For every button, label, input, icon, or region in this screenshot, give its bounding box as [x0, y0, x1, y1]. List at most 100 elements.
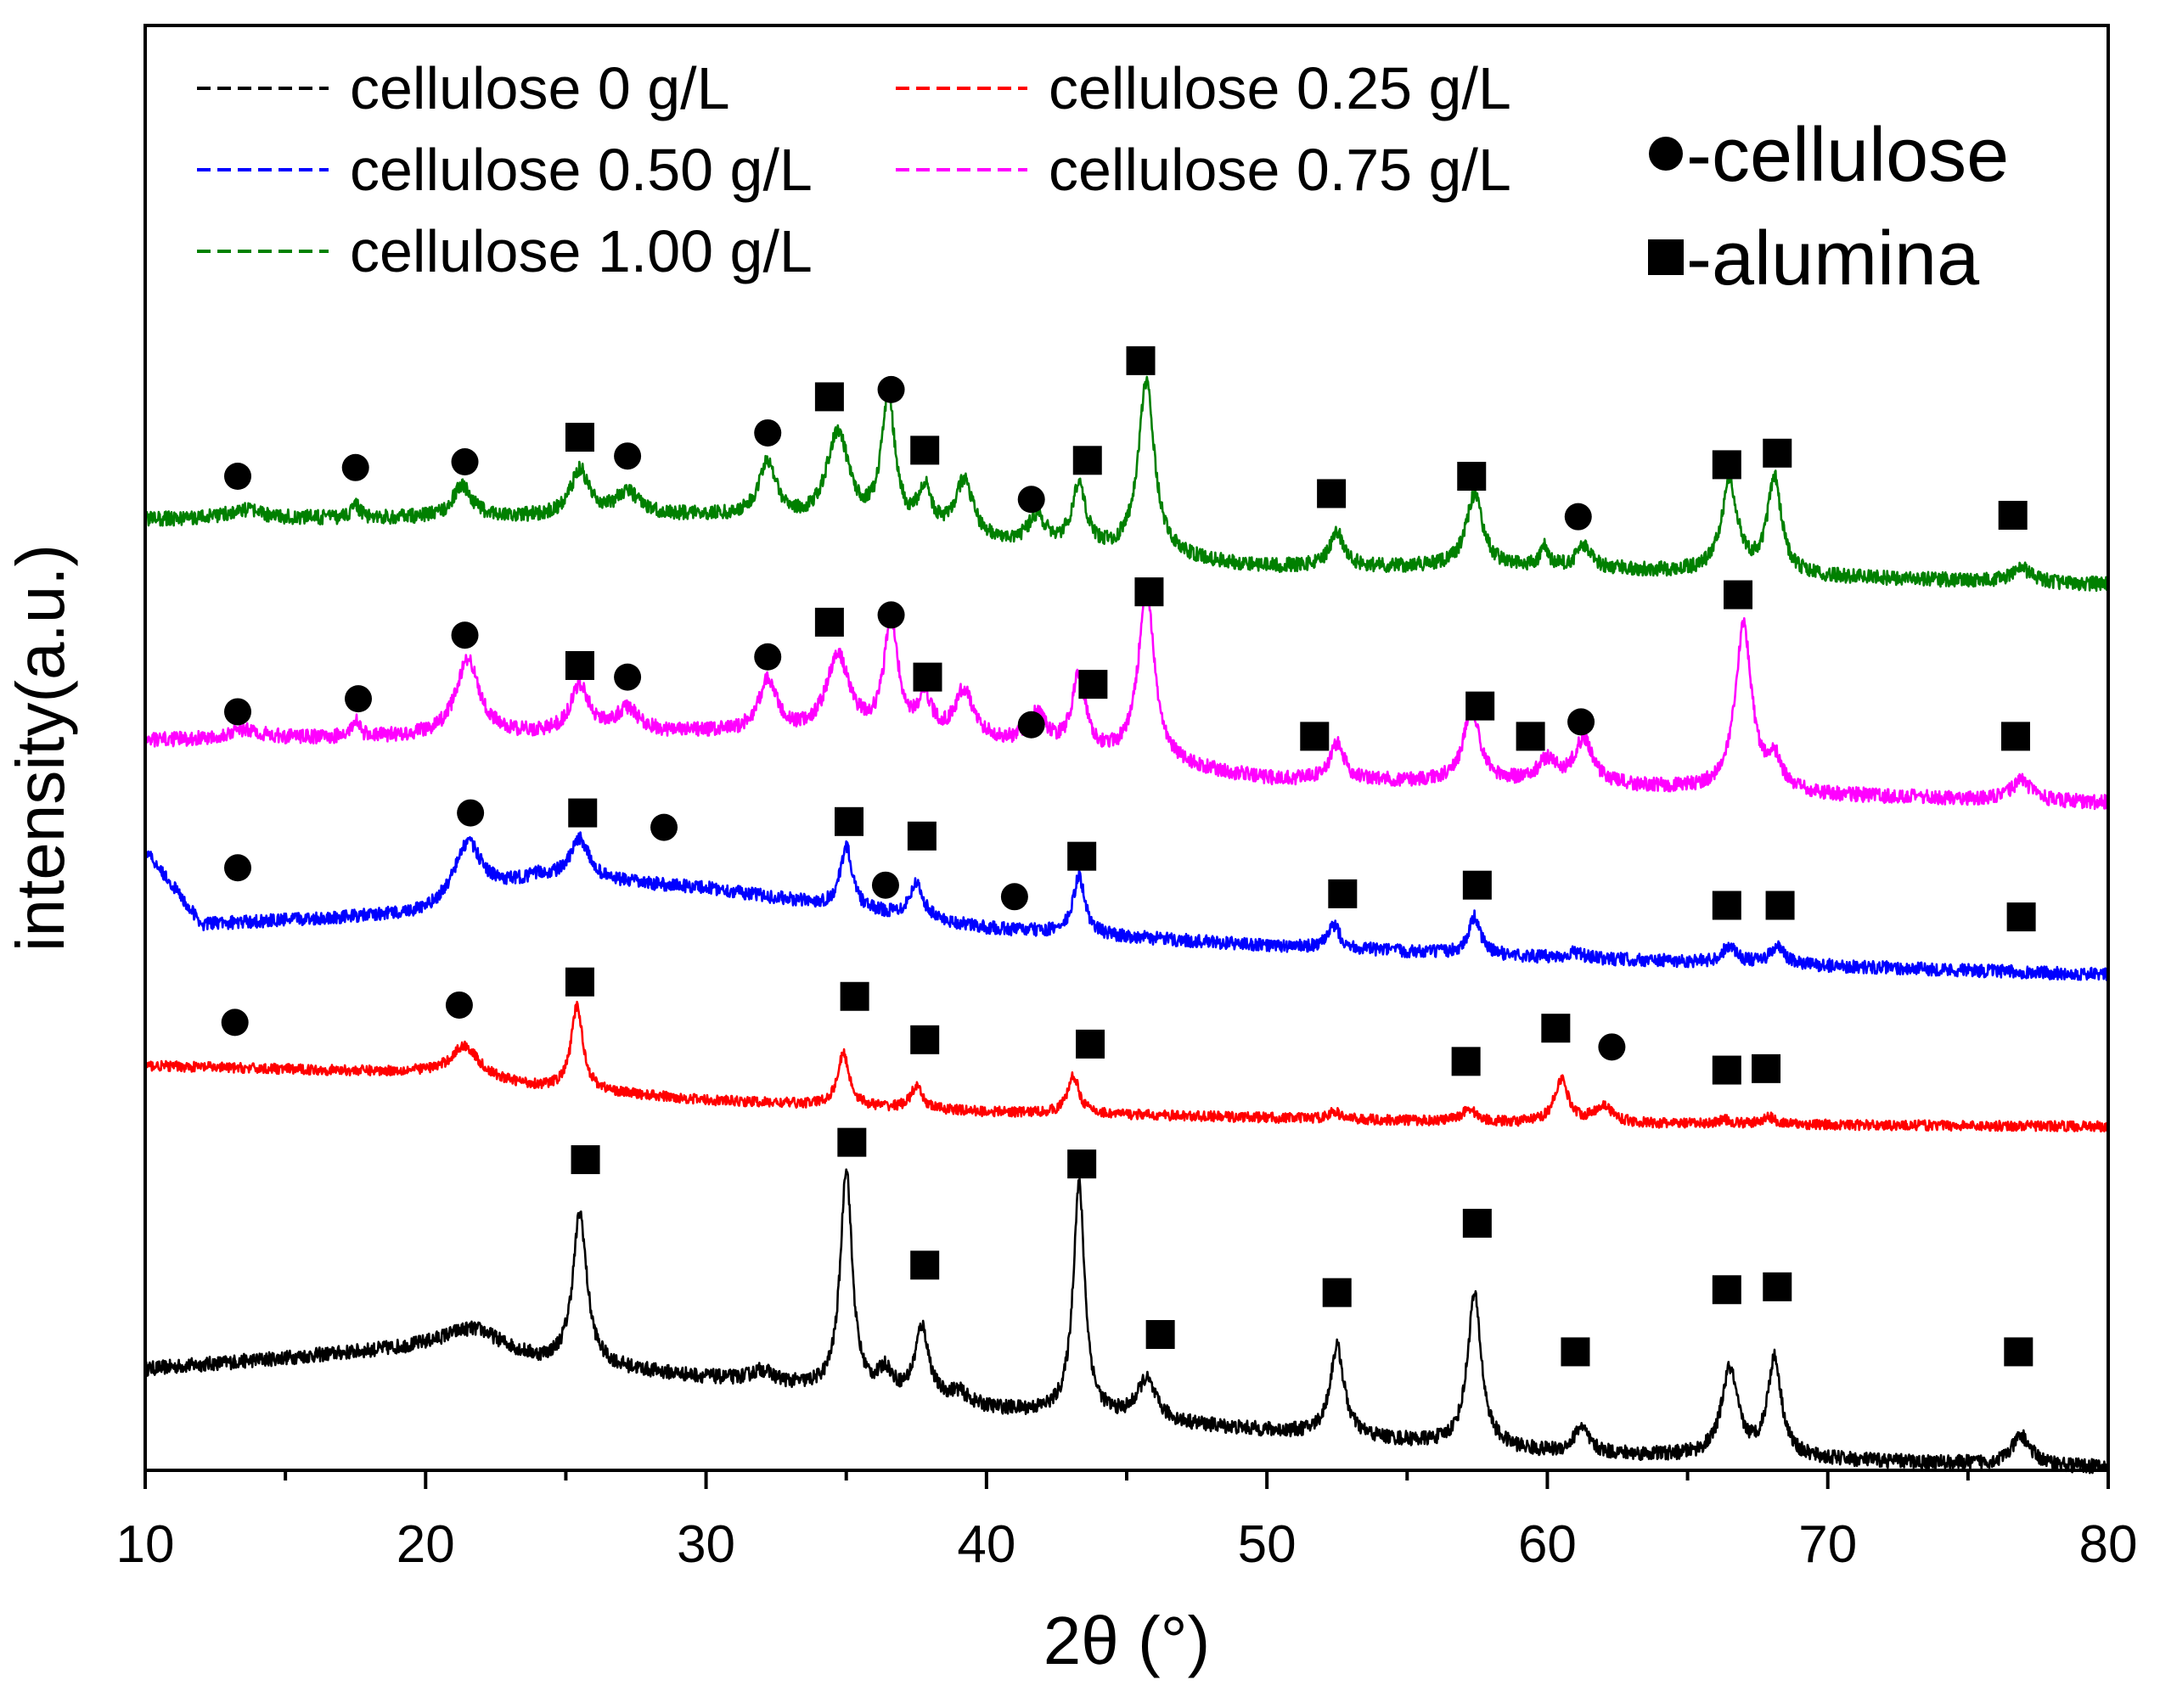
- cellulose-peak-marker: [223, 854, 251, 882]
- cellulose-peak-marker: [1017, 711, 1045, 739]
- alumina-peak-marker: [571, 1145, 600, 1175]
- series-line-cellulose-0-50-g-l: [143, 831, 2110, 981]
- alumina-peak-marker: [1317, 479, 1347, 508]
- alumina-peak-marker: [1998, 500, 2028, 530]
- alumina-peak-marker: [1067, 1149, 1097, 1179]
- cellulose-peak-marker: [1017, 486, 1045, 514]
- series-line-cellulose-1-00-g-l: [143, 375, 2110, 593]
- series-line-cellulose-0-75-g-l: [143, 585, 2110, 811]
- alumina-peak-marker: [1712, 1055, 1741, 1085]
- x-tick-label: 30: [677, 1515, 735, 1574]
- peak-marker-layer: [221, 346, 2036, 1367]
- alumina-peak-marker: [1712, 1275, 1741, 1305]
- marker-legend-label: -cellulose: [1686, 113, 2009, 198]
- alumina-peak-marker: [1322, 1278, 1352, 1307]
- alumina-peak-marker: [1712, 450, 1741, 480]
- x-tick-label: 70: [1798, 1515, 1857, 1574]
- cellulose-peak-marker: [345, 685, 373, 713]
- alumina-peak-marker: [837, 1127, 867, 1157]
- alumina-peak-marker: [1465, 691, 1495, 721]
- alumina-peak-marker: [1763, 1272, 1792, 1301]
- alumina-peak-marker: [910, 1025, 940, 1054]
- legend-label-cellulose-0-25-g-l: cellulose 0.25 g/L: [1049, 55, 1511, 121]
- alumina-peak-marker: [565, 967, 594, 997]
- alumina-peak-marker: [913, 662, 942, 692]
- alumina-peak-marker: [565, 650, 594, 680]
- series-line-cellulose-0-g-l: [143, 1168, 2110, 1475]
- alumina-peak-marker: [1541, 1014, 1571, 1043]
- alumina-legend-symbol: [1648, 239, 1684, 275]
- alumina-peak-marker: [1712, 891, 1741, 920]
- cellulose-peak-marker: [1564, 503, 1592, 531]
- series-layer: [143, 375, 2110, 1475]
- alumina-peak-marker: [1072, 446, 1102, 475]
- alumina-peak-marker: [907, 821, 937, 851]
- cellulose-peak-marker: [1000, 883, 1028, 911]
- alumina-peak-marker: [1752, 1053, 1781, 1083]
- cellulose-peak-marker: [614, 442, 642, 470]
- legend-label-cellulose-0-g-l: cellulose 0 g/L: [350, 55, 730, 121]
- x-axis-ticks: 10 20 30 40 50 60 70 80: [116, 1470, 2138, 1574]
- cellulose-peak-marker: [221, 1009, 249, 1037]
- alumina-peak-marker: [1126, 346, 1156, 375]
- alumina-peak-marker: [2006, 902, 2036, 932]
- series-line-cellulose-0-25-g-l: [143, 1000, 2110, 1133]
- x-tick-label: 60: [1518, 1515, 1577, 1574]
- alumina-peak-marker: [1765, 891, 1795, 920]
- x-tick-label: 20: [397, 1515, 455, 1574]
- legend: cellulose 0 g/L cellulose 0.25 g/L cellulo…: [197, 55, 1511, 284]
- x-tick-label: 80: [2079, 1515, 2138, 1574]
- alumina-peak-marker: [1451, 1047, 1481, 1076]
- alumina-peak-marker: [1457, 462, 1487, 492]
- cellulose-peak-marker: [614, 663, 642, 691]
- marker-legend: -cellulose -alumina: [1648, 113, 2009, 301]
- cellulose-peak-marker: [1598, 1033, 1626, 1061]
- alumina-peak-marker: [2001, 722, 2031, 751]
- alumina-peak-marker: [565, 423, 594, 452]
- alumina-peak-marker: [1300, 722, 1330, 751]
- x-axis-title: 2θ (°): [1043, 1603, 1210, 1678]
- cellulose-peak-marker: [877, 375, 905, 403]
- cellulose-peak-marker: [1567, 708, 1595, 736]
- cellulose-peak-marker: [451, 448, 479, 476]
- alumina-peak-marker: [910, 435, 940, 465]
- alumina-peak-marker: [1763, 438, 1792, 468]
- alumina-peak-marker: [568, 798, 598, 828]
- cellulose-peak-marker: [223, 698, 251, 726]
- cellulose-peak-marker: [650, 813, 678, 841]
- alumina-peak-marker: [1462, 1208, 1492, 1238]
- alumina-peak-marker: [1076, 1029, 1105, 1059]
- cellulose-peak-marker: [451, 621, 479, 649]
- alumina-peak-marker: [1462, 870, 1492, 900]
- alumina-peak-marker: [2004, 1337, 2033, 1367]
- legend-label-cellulose-0-75-g-l: cellulose 0.75 g/L: [1049, 137, 1511, 203]
- cellulose-peak-marker: [445, 991, 473, 1019]
- alumina-peak-marker: [835, 806, 864, 836]
- alumina-peak-marker: [910, 1250, 940, 1280]
- cellulose-legend-symbol: [1649, 137, 1683, 171]
- legend-label-cellulose-1-00-g-l: cellulose 1.00 g/L: [350, 218, 813, 284]
- cellulose-peak-marker: [871, 871, 899, 899]
- alumina-peak-marker: [1067, 841, 1097, 871]
- alumina-peak-marker: [1078, 670, 1108, 699]
- cellulose-peak-marker: [457, 799, 485, 827]
- cellulose-peak-marker: [754, 419, 782, 447]
- alumina-peak-marker: [1516, 722, 1545, 751]
- cellulose-peak-marker: [341, 453, 369, 481]
- x-tick-label: 40: [957, 1515, 1015, 1574]
- alumina-peak-marker: [1561, 1337, 1590, 1367]
- alumina-peak-marker: [840, 981, 869, 1011]
- x-tick-label: 10: [116, 1515, 175, 1574]
- y-axis-title: intensity(a.u.): [3, 544, 78, 952]
- alumina-peak-marker: [1328, 879, 1358, 908]
- alumina-peak-marker: [814, 382, 844, 412]
- alumina-peak-marker: [1134, 577, 1164, 607]
- alumina-peak-marker: [1145, 1320, 1175, 1350]
- cellulose-peak-marker: [223, 463, 251, 491]
- marker-legend-label: -alumina: [1686, 216, 1980, 301]
- alumina-peak-marker: [814, 607, 844, 637]
- x-tick-label: 50: [1238, 1515, 1297, 1574]
- cellulose-peak-marker: [877, 601, 905, 629]
- alumina-peak-marker: [1724, 580, 1753, 610]
